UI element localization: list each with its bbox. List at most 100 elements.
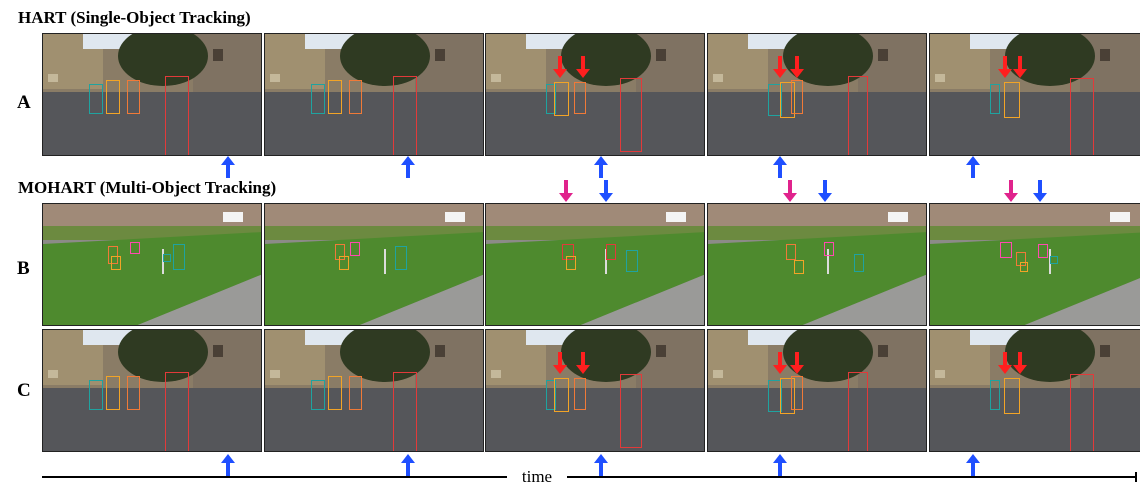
blue-arrow-icon xyxy=(221,156,235,178)
tracking-box xyxy=(554,82,569,116)
row-label-c: C xyxy=(17,380,31,401)
tracking-box xyxy=(606,244,616,260)
blue-arrow-icon xyxy=(221,454,235,476)
row-label-b: B xyxy=(17,258,30,279)
tracking-box xyxy=(848,76,868,155)
red-arrow-icon xyxy=(553,56,567,78)
red-arrow-icon xyxy=(576,352,590,374)
tracking-box xyxy=(848,372,868,451)
frame-c-5 xyxy=(929,329,1140,452)
magenta-arrow-icon xyxy=(559,180,573,202)
frame-c-1 xyxy=(42,329,262,452)
red-arrow-icon xyxy=(576,56,590,78)
tracking-box xyxy=(1020,262,1028,272)
tracking-box xyxy=(127,376,140,410)
red-arrow-icon xyxy=(773,352,787,374)
tracking-box xyxy=(620,78,642,152)
tracking-box xyxy=(1016,252,1026,266)
tracking-box xyxy=(106,376,120,410)
frame-a-5 xyxy=(929,33,1140,156)
tracking-box xyxy=(780,378,795,414)
magenta-arrow-icon xyxy=(1004,180,1018,202)
tracking-box xyxy=(791,80,803,114)
tracking-box xyxy=(349,376,362,410)
tracking-box xyxy=(89,84,103,114)
red-arrow-icon xyxy=(773,56,787,78)
tracking-box xyxy=(335,244,345,260)
red-arrow-icon xyxy=(998,352,1012,374)
blue-arrow-icon xyxy=(966,156,980,178)
tracking-box xyxy=(566,256,576,270)
tracking-box xyxy=(1004,378,1020,414)
tracking-box xyxy=(350,242,360,256)
tracking-box xyxy=(990,380,1000,410)
tracking-box xyxy=(89,380,103,410)
tracking-box xyxy=(791,376,803,410)
tracking-box xyxy=(794,260,804,274)
tracking-box xyxy=(768,380,782,412)
tracking-box xyxy=(173,244,185,270)
red-arrow-icon xyxy=(553,352,567,374)
tracking-box xyxy=(546,380,556,410)
red-arrow-icon xyxy=(998,56,1012,78)
tracking-box xyxy=(768,84,782,116)
tracking-box xyxy=(854,254,864,272)
frame-a-3 xyxy=(485,33,705,156)
tracking-box xyxy=(393,372,417,451)
tracking-box xyxy=(339,256,349,270)
red-arrow-icon xyxy=(1013,56,1027,78)
blue-arrow-icon xyxy=(594,156,608,178)
magenta-arrow-icon xyxy=(783,180,797,202)
frame-c-2 xyxy=(264,329,484,452)
blue-arrow-icon xyxy=(594,454,608,476)
blue-arrow-icon xyxy=(401,454,415,476)
tracking-box xyxy=(130,242,140,254)
tracking-box xyxy=(1004,82,1020,118)
tracking-box xyxy=(574,82,586,114)
blue-arrow-icon xyxy=(1033,180,1047,202)
tracking-box xyxy=(562,244,574,260)
tracking-box xyxy=(1000,242,1012,258)
tracking-box xyxy=(1070,78,1094,155)
tracking-box xyxy=(824,242,834,256)
tracking-box xyxy=(574,378,586,410)
tracking-box xyxy=(311,84,325,114)
tracking-box xyxy=(328,80,342,114)
tracking-box xyxy=(1070,374,1094,451)
frame-b-3 xyxy=(485,203,705,326)
frame-c-3 xyxy=(485,329,705,452)
tracking-box xyxy=(165,76,189,155)
blue-arrow-icon xyxy=(773,454,787,476)
blue-arrow-icon xyxy=(818,180,832,202)
tracking-box xyxy=(554,378,569,412)
tracking-box xyxy=(786,244,796,260)
tracking-box xyxy=(108,246,118,264)
tracking-box xyxy=(990,84,1000,114)
tracking-box xyxy=(546,84,556,114)
section-title-hart: HART (Single-Object Tracking) xyxy=(18,8,251,27)
time-label: time xyxy=(522,467,552,486)
tracking-box xyxy=(626,250,638,272)
row-label-a: A xyxy=(17,92,31,113)
frame-c-4 xyxy=(707,329,927,452)
tracking-box xyxy=(395,246,407,270)
tracking-box xyxy=(780,82,795,118)
frame-a-2 xyxy=(264,33,484,156)
time-axis: time xyxy=(42,467,1137,486)
frame-a-4 xyxy=(707,33,927,156)
frame-b-4 xyxy=(707,203,927,326)
red-arrow-icon xyxy=(790,56,804,78)
tracking-box xyxy=(127,80,140,114)
tracking-box xyxy=(393,76,417,155)
frame-b-5 xyxy=(929,203,1140,326)
blue-arrow-icon xyxy=(773,156,787,178)
frame-a-1 xyxy=(42,33,262,156)
red-arrow-icon xyxy=(1013,352,1027,374)
tracking-box xyxy=(106,80,120,114)
tracking-box xyxy=(328,376,342,410)
section-title-mohart: MOHART (Multi-Object Tracking) xyxy=(18,178,277,197)
blue-arrow-icon xyxy=(401,156,415,178)
tracking-box xyxy=(111,256,121,270)
tracking-box xyxy=(620,374,642,448)
blue-arrow-icon xyxy=(966,454,980,476)
